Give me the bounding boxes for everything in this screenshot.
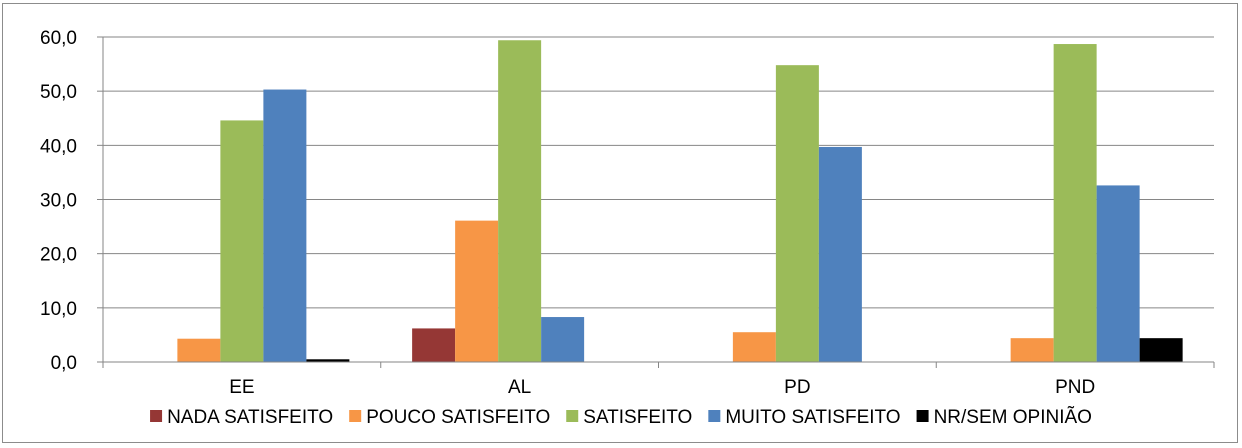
bar-ee-series-1	[177, 338, 221, 362]
x-tick-label: AL	[508, 377, 531, 398]
bar-al-series-2	[498, 40, 542, 362]
bar-pnd-series-4	[1139, 338, 1183, 362]
legend-label: NADA SATISFEITO	[167, 407, 333, 428]
bar-pnd-series-2	[1053, 44, 1097, 362]
y-tick-label: 10,0	[40, 299, 77, 320]
y-tick-labels: 0,0 10,0 20,0 30,0 40,0 50,0 60,0	[40, 28, 77, 374]
bar-pnd-series-1	[1010, 338, 1054, 362]
bar-al-series-0	[412, 328, 456, 362]
y-tick-label: 0,0	[51, 353, 77, 374]
bars	[177, 40, 1183, 363]
y-tick-label: 60,0	[40, 28, 77, 49]
legend-swatch	[150, 410, 163, 422]
legend-swatch	[349, 410, 362, 422]
x-tick-label: EE	[229, 377, 254, 398]
bar-pd-series-3	[818, 146, 862, 362]
legend-label: MUITO SATISFEITO	[725, 407, 900, 428]
y-tick-label: 50,0	[40, 82, 77, 103]
chart-frame	[2, 3, 1238, 443]
bar-ee-series-2	[220, 120, 264, 362]
legend-swatch	[708, 410, 721, 422]
x-tick-label: PND	[1055, 377, 1095, 398]
bar-al-series-1	[455, 220, 499, 363]
legend-label: NR/SEM OPINIÃO	[934, 406, 1092, 428]
legend-swatch	[566, 410, 579, 422]
x-tick-labels: EE AL PD PND	[229, 377, 1095, 398]
axes	[97, 36, 1215, 368]
x-tick-label: PD	[784, 377, 810, 398]
bar-pd-series-2	[775, 65, 819, 363]
legend-label: SATISFEITO	[583, 407, 692, 428]
y-tick-label: 40,0	[40, 136, 77, 157]
bar-ee-series-3	[263, 89, 307, 362]
bar-al-series-3	[541, 317, 585, 362]
y-tick-label: 30,0	[40, 191, 77, 212]
legend-label: POUCO SATISFEITO	[366, 407, 550, 428]
legend-swatch	[916, 410, 929, 422]
bar-ee-series-4	[306, 359, 350, 362]
bar-pd-series-1	[732, 332, 776, 362]
bar-pnd-series-3	[1096, 185, 1140, 362]
y-tick-label: 20,0	[40, 245, 77, 266]
legend: NADA SATISFEITO POUCO SATISFEITO SATISFEIT…	[150, 406, 1092, 428]
